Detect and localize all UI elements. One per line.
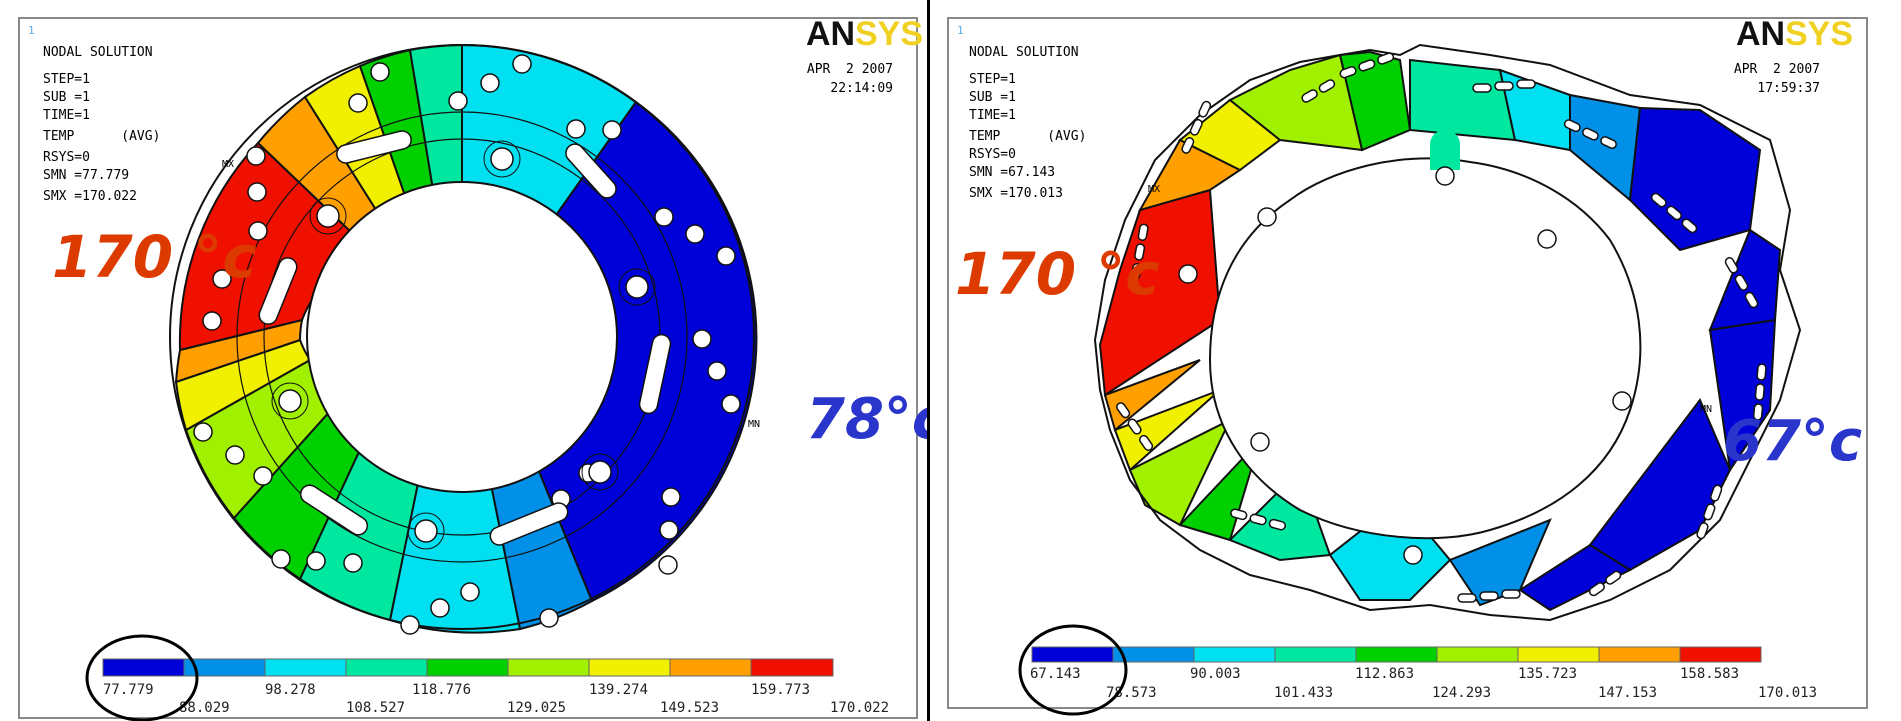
legend-value: 135.723 — [1518, 666, 1577, 682]
legend-value: 90.003 — [1190, 666, 1241, 682]
plot-time: 17:59:37 — [1757, 81, 1820, 96]
legend-value: 108.527 — [346, 700, 405, 716]
legend-value: 129.025 — [507, 700, 566, 716]
brake-disc-wave — [1093, 43, 1802, 622]
legend-value: 101.433 — [1274, 685, 1333, 701]
logo-dark: AN — [806, 15, 855, 53]
nodal-step: STEP=1 — [969, 72, 1016, 87]
legend-value: 170.022 — [830, 700, 889, 716]
logo-light: SYS — [855, 15, 923, 53]
legend-value: 139.274 — [589, 682, 648, 698]
left-plot: 1 NODAL SOLUTION STEP=1 SUB =1 TIME=1 TE… — [18, 15, 927, 721]
highlight-circle — [1018, 624, 1128, 716]
panel-divider — [927, 0, 930, 721]
hot-temperature-label: 170 °c — [52, 223, 257, 291]
color-legend-bar — [102, 658, 834, 677]
legend-values: 67.143 78.573 90.003 101.433 112.863 124… — [1030, 666, 1817, 701]
disc-holes — [193, 54, 741, 635]
panel-right: 1 NODAL SOLUTION STEP=1 SUB =1 TIME=1 TE… — [930, 0, 1901, 721]
plot-time: 22:14:09 — [830, 81, 893, 96]
mn-marker: MN — [1700, 404, 1712, 415]
mx-marker: MX — [222, 159, 234, 170]
nodal-temp: TEMP (AVG) — [43, 129, 160, 144]
mn-marker: MN — [748, 419, 760, 430]
ansys-logo: AN SYS — [1736, 15, 1853, 53]
nodal-info: NODAL SOLUTION STEP=1 SUB =1 TIME=1 TEMP… — [969, 45, 1086, 201]
window-id: 1 — [957, 24, 964, 37]
nodal-sub: SUB =1 — [43, 90, 90, 105]
nodal-smx: SMX =170.022 — [43, 189, 137, 204]
nodal-smx: SMX =170.013 — [969, 186, 1063, 201]
logo-dark: AN — [1736, 15, 1785, 53]
nodal-temp: TEMP (AVG) — [969, 129, 1086, 144]
legend-value: 67.143 — [1030, 666, 1081, 682]
legend-value: 88.029 — [179, 700, 230, 716]
plot-date: APR 2 2007 — [1734, 62, 1820, 77]
legend-values: 77.779 88.029 98.278 108.527 118.776 129… — [103, 682, 889, 716]
nodal-title: NODAL SOLUTION — [43, 45, 153, 60]
legend-value: 77.779 — [103, 682, 154, 698]
disc-holes — [1116, 52, 1767, 603]
mx-marker: MX — [1148, 184, 1160, 195]
logo-light: SYS — [1785, 15, 1853, 53]
nodal-info: NODAL SOLUTION STEP=1 SUB =1 TIME=1 TEMP… — [43, 45, 160, 204]
nodal-title: NODAL SOLUTION — [969, 45, 1079, 60]
cold-temperature-label: 78°c — [806, 387, 927, 452]
hot-temperature-label: 170 °c — [955, 240, 1160, 308]
nodal-smn: SMN =77.779 — [43, 168, 129, 183]
cold-temperature-label: 67°c — [1723, 409, 1862, 474]
panel-left: 1 NODAL SOLUTION STEP=1 SUB =1 TIME=1 TE… — [0, 0, 927, 721]
legend-value: 170.013 — [1758, 685, 1817, 701]
nodal-sub: SUB =1 — [969, 90, 1016, 105]
right-plot: 1 NODAL SOLUTION STEP=1 SUB =1 TIME=1 TE… — [947, 15, 1868, 716]
highlight-circle — [85, 634, 199, 721]
legend-value: 149.523 — [660, 700, 719, 716]
legend-value: 78.573 — [1106, 685, 1157, 701]
nodal-smn: SMN =67.143 — [969, 165, 1055, 180]
plot-date: APR 2 2007 — [807, 62, 893, 77]
legend-value: 159.773 — [751, 682, 810, 698]
legend-value: 158.583 — [1680, 666, 1739, 682]
legend-value: 147.153 — [1598, 685, 1657, 701]
nodal-step: STEP=1 — [43, 72, 90, 87]
nodal-rsys: RSYS=0 — [969, 147, 1016, 162]
ansys-logo: AN SYS — [806, 15, 923, 53]
nodal-time: TIME=1 — [969, 108, 1016, 123]
window-id: 1 — [28, 24, 35, 37]
nodal-rsys: RSYS=0 — [43, 150, 90, 165]
legend-value: 124.293 — [1432, 685, 1491, 701]
legend-value: 112.863 — [1355, 666, 1414, 682]
legend-value: 118.776 — [412, 682, 471, 698]
nodal-time: TIME=1 — [43, 108, 90, 123]
legend-value: 98.278 — [265, 682, 316, 698]
color-legend-bar — [1031, 646, 1762, 663]
